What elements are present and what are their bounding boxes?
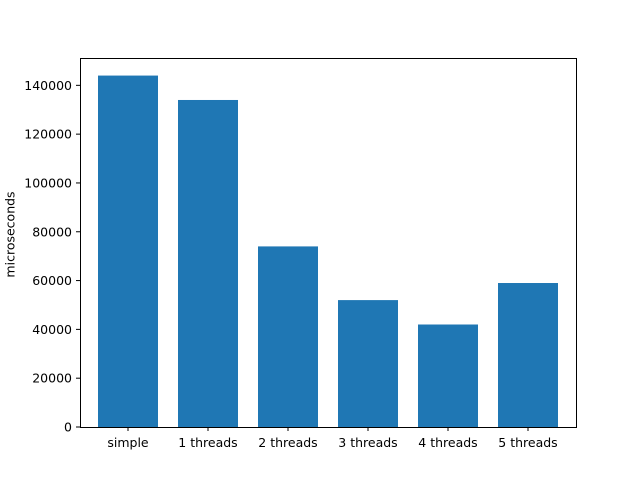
bar-simple	[98, 75, 158, 428]
x-tick-label: 4 threads	[418, 435, 477, 450]
bar-3-threads	[338, 300, 398, 427]
plot-frame	[80, 58, 577, 428]
x-tick-label: 5 threads	[498, 435, 557, 450]
y-tick-label: 20000	[32, 371, 72, 386]
y-tick-label: 60000	[32, 273, 72, 288]
y-tick-label: 80000	[32, 224, 72, 239]
bar-4-threads	[418, 324, 478, 427]
x-tick-label: 3 threads	[338, 435, 397, 450]
x-tick-label: 1 threads	[178, 435, 237, 450]
bar-1-threads	[178, 99, 238, 427]
bars-group	[98, 75, 558, 428]
x-tick-label: simple	[107, 435, 149, 450]
y-tick-label: 140000	[24, 78, 72, 93]
y-axis-label: microseconds	[2, 191, 17, 277]
x-tick-label: 2 threads	[258, 435, 317, 450]
bar-2-threads	[258, 246, 318, 427]
y-tick-label: 40000	[32, 322, 72, 337]
x-axis-ticks: simple 1 threads 2 threads 3 threads 4 threa…	[107, 427, 558, 450]
y-tick-label: 120000	[24, 127, 72, 142]
y-tick-label: 0	[64, 420, 72, 435]
bar-5-threads	[498, 283, 558, 427]
y-axis-ticks: 0 20000 40000 60000 80000 100000 120000 140000	[24, 78, 80, 435]
y-tick-label: 100000	[24, 175, 72, 190]
